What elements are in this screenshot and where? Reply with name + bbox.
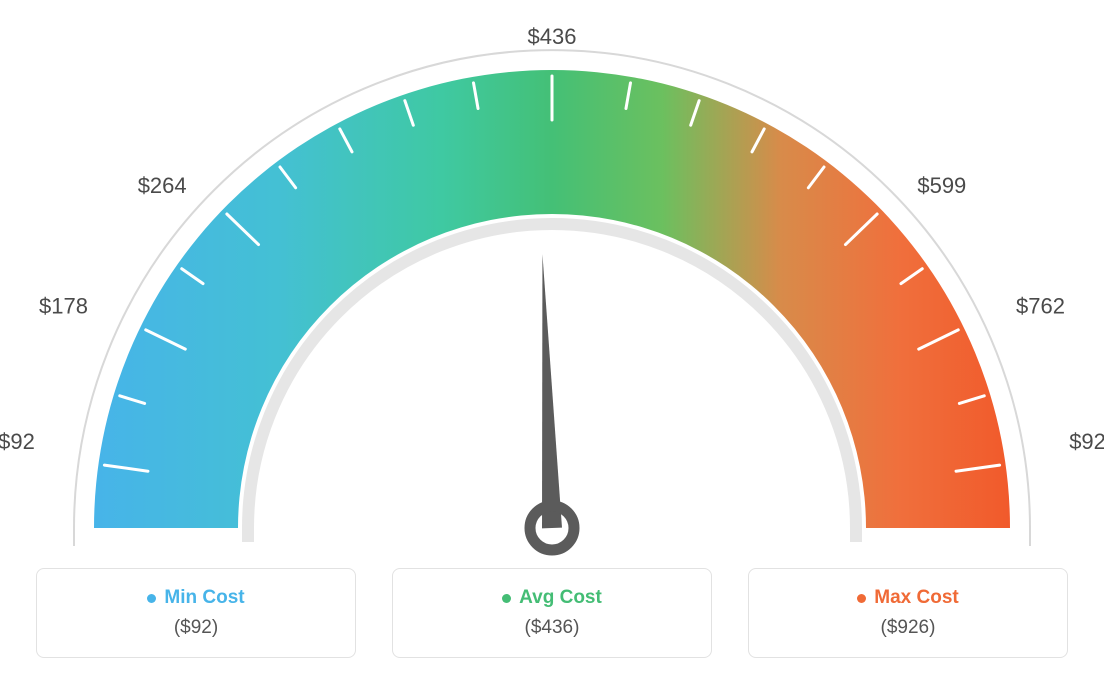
svg-text:$436: $436	[528, 24, 577, 49]
dot-icon	[502, 594, 511, 603]
legend-avg-title: Avg Cost	[519, 587, 602, 609]
legend-avg-box: Avg Cost ($436)	[392, 568, 712, 658]
legend-max-box: Max Cost ($926)	[748, 568, 1068, 658]
svg-text:$92: $92	[0, 429, 35, 454]
dot-icon	[147, 594, 156, 603]
svg-text:$178: $178	[39, 293, 88, 318]
legend-min-box: Min Cost ($92)	[36, 568, 356, 658]
svg-text:$599: $599	[917, 173, 966, 198]
legend-max-title: Max Cost	[874, 587, 958, 609]
svg-text:$762: $762	[1016, 293, 1065, 318]
gauge-chart: $92 $178 $264 $436 $599 $762 $926	[0, 0, 1104, 560]
legend-row: Min Cost ($92) Avg Cost ($436) Max Cost …	[0, 568, 1104, 658]
legend-min-title: Min Cost	[164, 587, 244, 609]
svg-text:$926: $926	[1069, 429, 1104, 454]
legend-avg-value: ($436)	[393, 617, 711, 639]
legend-min-value: ($92)	[37, 617, 355, 639]
legend-max-value: ($926)	[749, 617, 1067, 639]
svg-text:$264: $264	[138, 173, 187, 198]
dot-icon	[857, 594, 866, 603]
